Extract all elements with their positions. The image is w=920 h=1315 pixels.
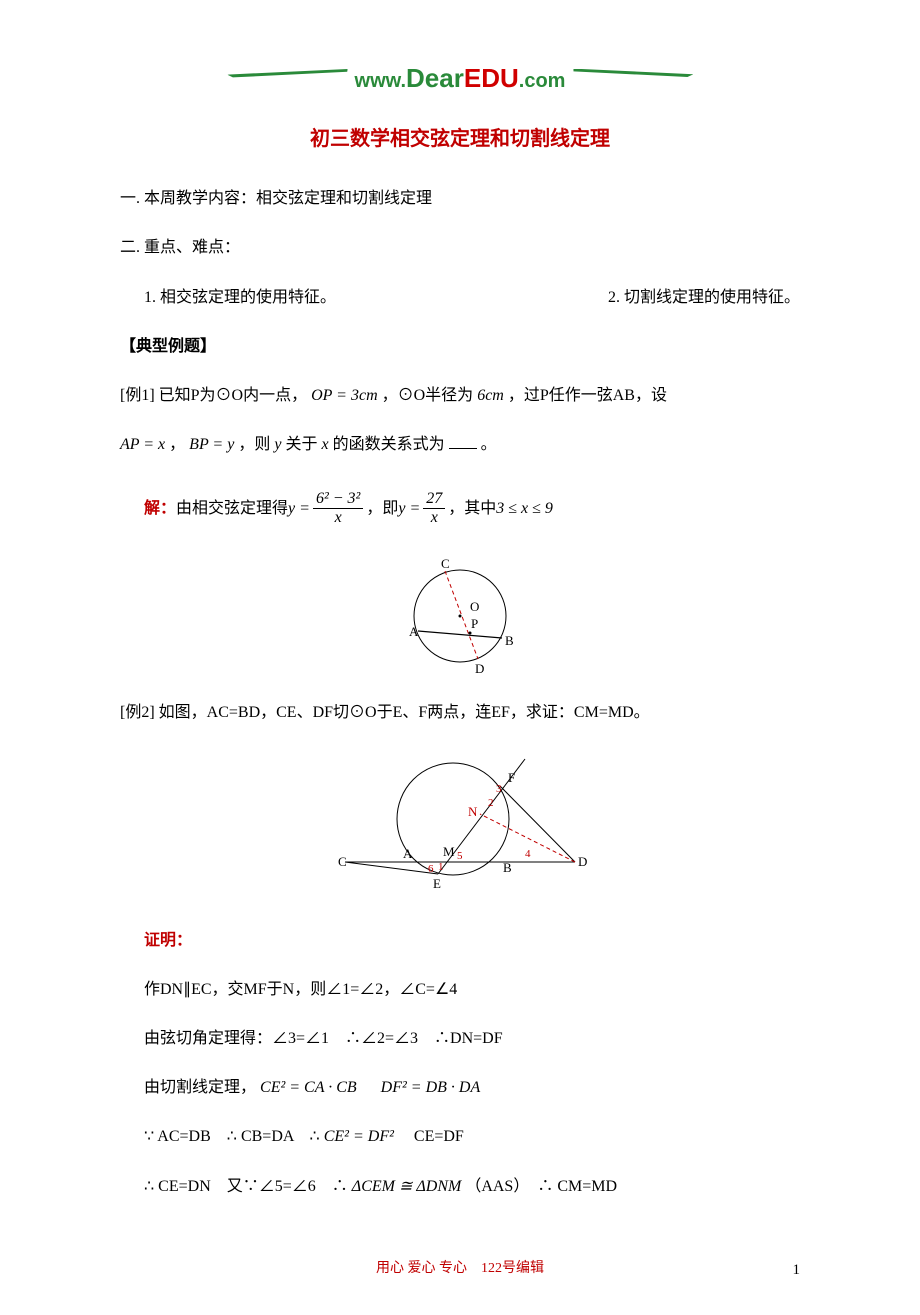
sec2-item2: 2. 切割线定理的使用特征。 xyxy=(608,280,800,315)
circle-diagram-2: C D A B E F M N 3 2 4 5 1 6 xyxy=(330,744,590,909)
sec2-item1: 1. 相交弦定理的使用特征。 xyxy=(144,280,336,315)
label-d: D xyxy=(475,661,484,676)
label-p: P xyxy=(471,616,478,631)
p3-sp xyxy=(361,1079,377,1096)
p4-b: CE=DF xyxy=(398,1128,464,1145)
proof-line-5: ∴ CE=DN 又∵∠5=∠6 ∴ ΔCEM ≅ ΔDNM （AAS） ∴ CM… xyxy=(120,1169,800,1204)
section-1: 一. 本周教学内容：相交弦定理和切割线定理 xyxy=(120,181,800,216)
p5-tri: ΔCEM ≅ ΔDNM xyxy=(352,1178,462,1195)
angle-2: 2 xyxy=(488,797,494,809)
proof-label: 证明： xyxy=(120,923,800,958)
page: www. Dear EDU .com 初三数学相交弦定理和切割线定理 一. 本周… xyxy=(0,0,920,1315)
proof-line-1: 作DN∥EC，交MF于N，则∠1=∠2，∠C=∠4 xyxy=(120,972,800,1007)
logo-edu: EDU xyxy=(464,50,519,107)
section-2-items: 1. 相交弦定理的使用特征。 2. 切割线定理的使用特征。 xyxy=(120,280,800,315)
swoosh-left-icon xyxy=(227,69,347,89)
label-c: C xyxy=(441,556,450,571)
lbl-n: N xyxy=(468,804,478,819)
p5-b: （AAS） ∴ CM=MD xyxy=(465,1178,617,1195)
example-2: [例2] 如图，AC=BD，CE、DF切⊙O于E、F两点，连EF，求证：CM=M… xyxy=(120,695,800,730)
ex1-ap: AP = x xyxy=(120,436,165,453)
example-2-diagram: C D A B E F M N 3 2 4 5 1 6 xyxy=(120,744,800,909)
ex1-pre: [例1] 已知P为⊙O内一点， xyxy=(120,387,307,404)
proof-line-2: 由弦切角定理得：∠3=∠1 ∴∠2=∠3 ∴DN=DF xyxy=(120,1021,800,1056)
swoosh-right-icon xyxy=(573,69,693,89)
ex1-mid1: ，⊙O半径为 xyxy=(382,387,474,404)
angle-4: 4 xyxy=(525,848,531,860)
p3-ce: CE² = CA · CB xyxy=(260,1079,357,1096)
ex1-mid2: ，过P任作一弦AB，设 xyxy=(508,387,667,404)
fraction-1: 6² − 3² x xyxy=(313,490,363,526)
label-o: O xyxy=(470,599,479,614)
ex1-sol-text1: 由相交弦定理得 xyxy=(176,491,288,526)
angle-6: 6 xyxy=(428,863,434,875)
frac1-num: 6² − 3² xyxy=(313,490,363,509)
angle-5: 5 xyxy=(457,850,463,862)
label-b: B xyxy=(505,633,514,648)
label-a: A xyxy=(409,624,419,639)
frac1-den: x xyxy=(313,509,363,527)
lbl-d: D xyxy=(578,854,587,869)
ex1-yeq2: y = xyxy=(398,491,420,526)
ex1-mid5: 的函数关系式为 xyxy=(333,436,445,453)
lbl-f: F xyxy=(508,770,515,785)
angle-3: 3 xyxy=(496,783,502,795)
ex1-mid3: ，则 xyxy=(238,436,270,453)
p3-a: 由切割线定理， xyxy=(144,1079,256,1096)
page-title: 初三数学相交弦定理和切割线定理 xyxy=(120,117,800,161)
frac2-den: x xyxy=(423,509,445,527)
example-1-line2: AP = x ， BP = y ，则 y 关于 x 的函数关系式为 。 xyxy=(120,427,800,462)
example-1-diagram: C O A P B D xyxy=(120,551,800,681)
proof-line-4: ∵ AC=DB ∴ CB=DA ∴ CE² = DF² CE=DF xyxy=(120,1119,800,1154)
ex1-x: x xyxy=(321,436,328,453)
ex1-c1: ， xyxy=(169,436,185,453)
lbl-e: E xyxy=(433,876,441,891)
ex1-bp: BP = y xyxy=(189,436,234,453)
logo-www: www. xyxy=(355,59,406,103)
ex1-r: 6cm xyxy=(477,387,504,404)
frac2-num: 27 xyxy=(423,490,445,509)
ex1-mid4: 关于 xyxy=(285,436,317,453)
p4-a: ∵ AC=DB ∴ CB=DA ∴ xyxy=(144,1128,320,1145)
examples-heading: 【典型例题】 xyxy=(120,329,800,364)
example-1-solution: 解： 由相交弦定理得 y = 6² − 3² x ，即 y = 27 x ，其中… xyxy=(120,490,553,526)
logo-com: .com xyxy=(519,59,566,103)
proof-line-3: 由切割线定理， CE² = CA · CB DF² = DB · DA xyxy=(120,1070,800,1105)
angle-1: 1 xyxy=(438,861,444,873)
ex1-sol-text3: ，其中 xyxy=(448,491,496,526)
lbl-a: A xyxy=(403,846,413,861)
lbl-b: B xyxy=(503,860,512,875)
p4-eq: CE² = DF² xyxy=(324,1128,394,1145)
ex1-y: y xyxy=(274,436,281,453)
example-1: [例1] 已知P为⊙O内一点， OP = 3cm ，⊙O半径为 6cm ，过P任… xyxy=(120,378,800,413)
ex1-yeq: y = xyxy=(288,491,310,526)
circle-diagram-1: C O A P B D xyxy=(375,551,545,681)
ex1-range: 3 ≤ x ≤ 9 xyxy=(496,491,553,526)
section-2-heading: 二. 重点、难点： xyxy=(120,230,800,265)
ex1-sol-text2: ，即 xyxy=(366,491,398,526)
page-number: 1 xyxy=(793,1254,801,1287)
p3-df: DF² = DB · DA xyxy=(381,1079,481,1096)
lbl-c: C xyxy=(338,854,347,869)
ex1-op: OP = 3cm xyxy=(311,387,378,404)
logo-text: www. Dear EDU .com xyxy=(355,50,566,107)
p5-a: ∴ CE=DN 又∵∠5=∠6 ∴ xyxy=(144,1178,348,1195)
ex1-period: 。 xyxy=(481,436,497,453)
page-footer: 用心 爱心 专心 122号编辑 1 xyxy=(120,1254,800,1285)
blank-underline xyxy=(449,448,477,449)
site-logo: www. Dear EDU .com xyxy=(120,50,800,107)
footer-text: 用心 爱心 专心 122号编辑 xyxy=(376,1261,544,1276)
logo-dear: Dear xyxy=(406,50,464,107)
fraction-2: 27 x xyxy=(423,490,445,526)
solution-label: 解： xyxy=(144,491,176,526)
lbl-m: M xyxy=(443,844,455,859)
